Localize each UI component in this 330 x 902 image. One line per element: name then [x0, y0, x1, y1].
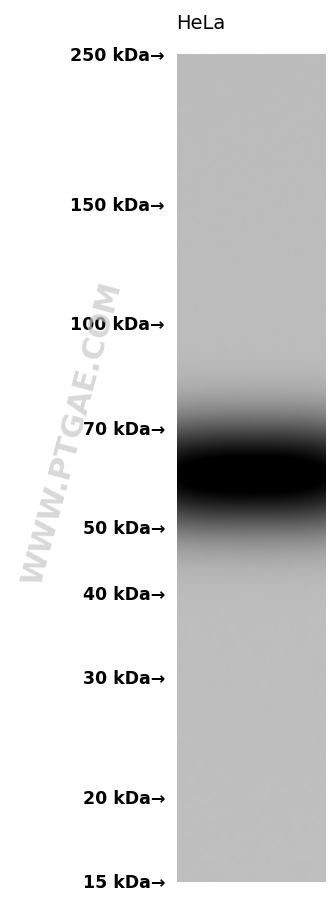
- Text: 70 kDa→: 70 kDa→: [83, 420, 165, 438]
- Text: 15 kDa→: 15 kDa→: [82, 873, 165, 891]
- Text: 50 kDa→: 50 kDa→: [82, 520, 165, 538]
- Text: HeLa: HeLa: [177, 14, 226, 33]
- Text: 40 kDa→: 40 kDa→: [83, 585, 165, 603]
- Text: 30 kDa→: 30 kDa→: [83, 669, 165, 687]
- Text: 100 kDa→: 100 kDa→: [71, 316, 165, 334]
- Text: 20 kDa→: 20 kDa→: [82, 788, 165, 806]
- Text: WWW.PTGAE.COM: WWW.PTGAE.COM: [18, 279, 127, 587]
- Text: 150 kDa→: 150 kDa→: [71, 197, 165, 215]
- Text: 250 kDa→: 250 kDa→: [71, 47, 165, 65]
